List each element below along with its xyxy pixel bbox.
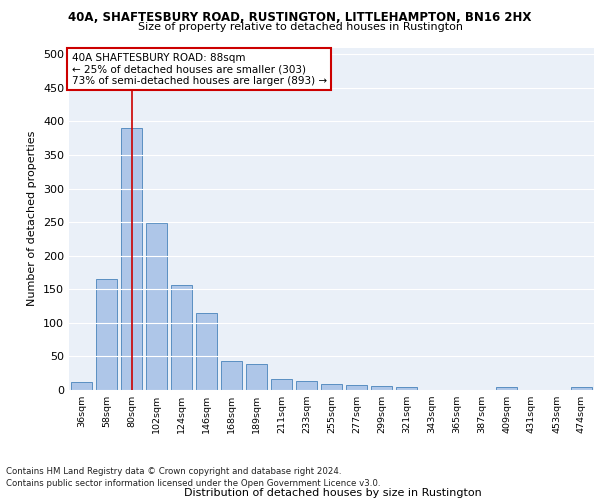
Bar	[371, 386, 392, 390]
Bar	[496, 386, 517, 390]
Bar	[71, 382, 92, 390]
Text: 40A, SHAFTESBURY ROAD, RUSTINGTON, LITTLEHAMPTON, BN16 2HX: 40A, SHAFTESBURY ROAD, RUSTINGTON, LITTL…	[68, 11, 532, 24]
Text: Distribution of detached houses by size in Rustington: Distribution of detached houses by size …	[184, 488, 482, 498]
Bar	[221, 361, 242, 390]
Bar	[346, 384, 367, 390]
Bar	[396, 388, 417, 390]
Bar	[296, 380, 317, 390]
Text: Contains public sector information licensed under the Open Government Licence v3: Contains public sector information licen…	[6, 478, 380, 488]
Text: Size of property relative to detached houses in Rustington: Size of property relative to detached ho…	[137, 22, 463, 32]
Bar	[246, 364, 267, 390]
Text: Contains HM Land Registry data © Crown copyright and database right 2024.: Contains HM Land Registry data © Crown c…	[6, 467, 341, 476]
Bar	[321, 384, 342, 390]
Text: 40A SHAFTESBURY ROAD: 88sqm
← 25% of detached houses are smaller (303)
73% of se: 40A SHAFTESBURY ROAD: 88sqm ← 25% of det…	[71, 52, 327, 86]
Bar	[171, 284, 192, 390]
Y-axis label: Number of detached properties: Number of detached properties	[28, 131, 37, 306]
Bar	[146, 224, 167, 390]
Bar	[121, 128, 142, 390]
Bar	[196, 314, 217, 390]
Bar	[271, 378, 292, 390]
Bar	[571, 386, 592, 390]
Bar	[96, 279, 117, 390]
